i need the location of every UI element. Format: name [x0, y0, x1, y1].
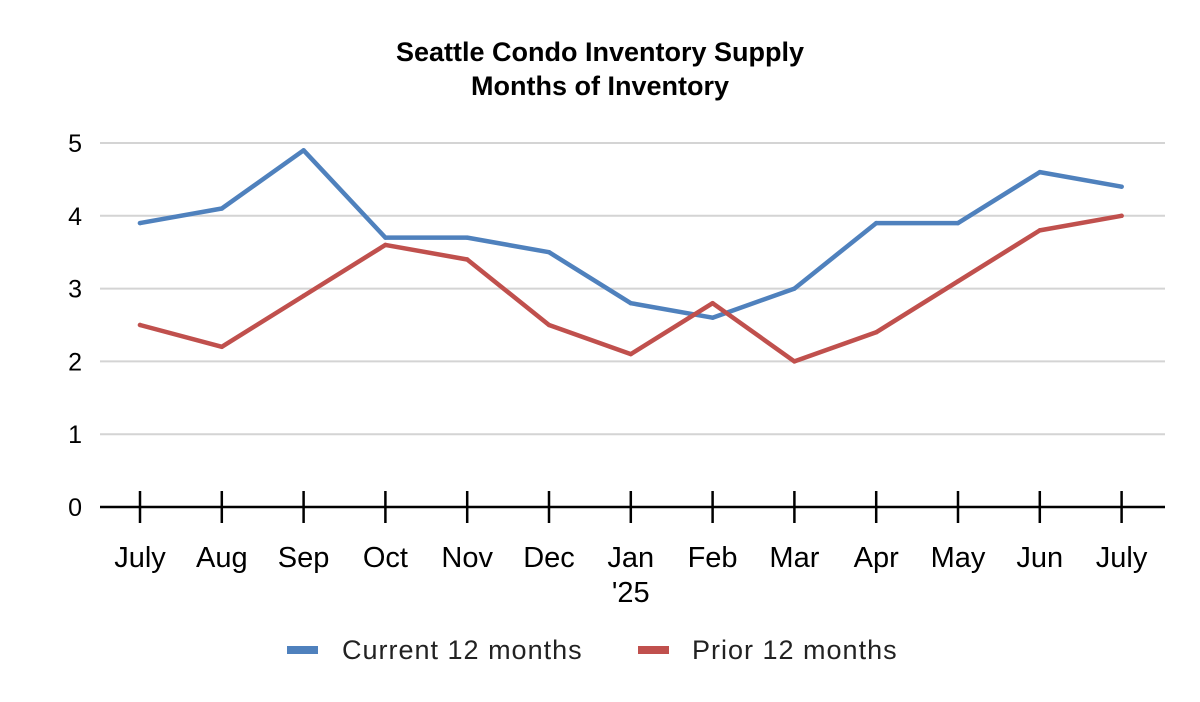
x-tick-label: May: [931, 542, 986, 574]
data-point: [628, 351, 633, 357]
data-point: [219, 344, 224, 350]
x-tick-label: July: [1096, 542, 1148, 574]
y-tick-label: 1: [68, 421, 82, 449]
x-axis-labels: July Aug Sep Oct Nov Dec Jan '25 Feb Mar Apr May Jun…: [114, 542, 1148, 609]
data-point: [546, 250, 552, 255]
x-axis: [100, 491, 1165, 523]
data-point: [383, 242, 388, 248]
data-point: [955, 220, 961, 226]
data-point: [465, 235, 470, 240]
chart-subtitle: Months of Inventory: [471, 71, 729, 101]
x-tick-label: Oct: [363, 542, 408, 574]
x-tick-label: Feb: [688, 542, 738, 574]
y-tick-label: 0: [68, 494, 82, 522]
data-point: [219, 206, 224, 211]
data-point: [710, 315, 715, 320]
x-tick-label: Nov: [441, 542, 493, 574]
data-point: [383, 235, 388, 240]
data-point: [1037, 228, 1043, 233]
chart-title: Seattle Condo Inventory Supply: [396, 37, 804, 67]
data-point: [874, 330, 879, 335]
y-tick-label: 5: [68, 130, 82, 158]
x-tick-label: Apr: [854, 542, 899, 574]
data-point: [301, 148, 306, 153]
series-lines: [137, 148, 1124, 364]
data-point: [955, 279, 961, 284]
x-tick-label: July: [114, 542, 166, 574]
data-point: [792, 359, 797, 364]
y-axis-ticks: 0 1 2 3 4 5: [68, 130, 82, 522]
x-tick-label: Jun: [1016, 542, 1063, 574]
data-point: [137, 322, 143, 328]
x-tick-label: Aug: [196, 542, 248, 574]
gridlines: [100, 142, 1165, 436]
legend: Current 12 months Prior 12 months: [287, 635, 898, 665]
data-point: [1119, 213, 1124, 218]
legend-label: Prior 12 months: [692, 635, 898, 665]
y-tick-label: 3: [68, 276, 82, 304]
data-point: [546, 322, 552, 328]
data-point: [710, 300, 715, 306]
data-point: [792, 286, 797, 291]
data-point: [1119, 184, 1124, 189]
data-point: [465, 257, 470, 262]
data-point: [1037, 169, 1043, 175]
data-point: [137, 220, 143, 226]
x-tick-label: Jan '25: [607, 542, 654, 609]
data-point: [301, 293, 306, 299]
series-line-current: [137, 148, 1124, 320]
y-tick-label: 2: [68, 348, 82, 376]
x-tick-label: Mar: [769, 542, 819, 574]
y-tick-label: 4: [68, 203, 82, 231]
data-point: [874, 220, 879, 226]
legend-label: Current 12 months: [342, 635, 583, 665]
x-tick-label: Dec: [523, 542, 575, 574]
data-point: [628, 300, 633, 306]
x-tick-label: Sep: [278, 542, 330, 574]
